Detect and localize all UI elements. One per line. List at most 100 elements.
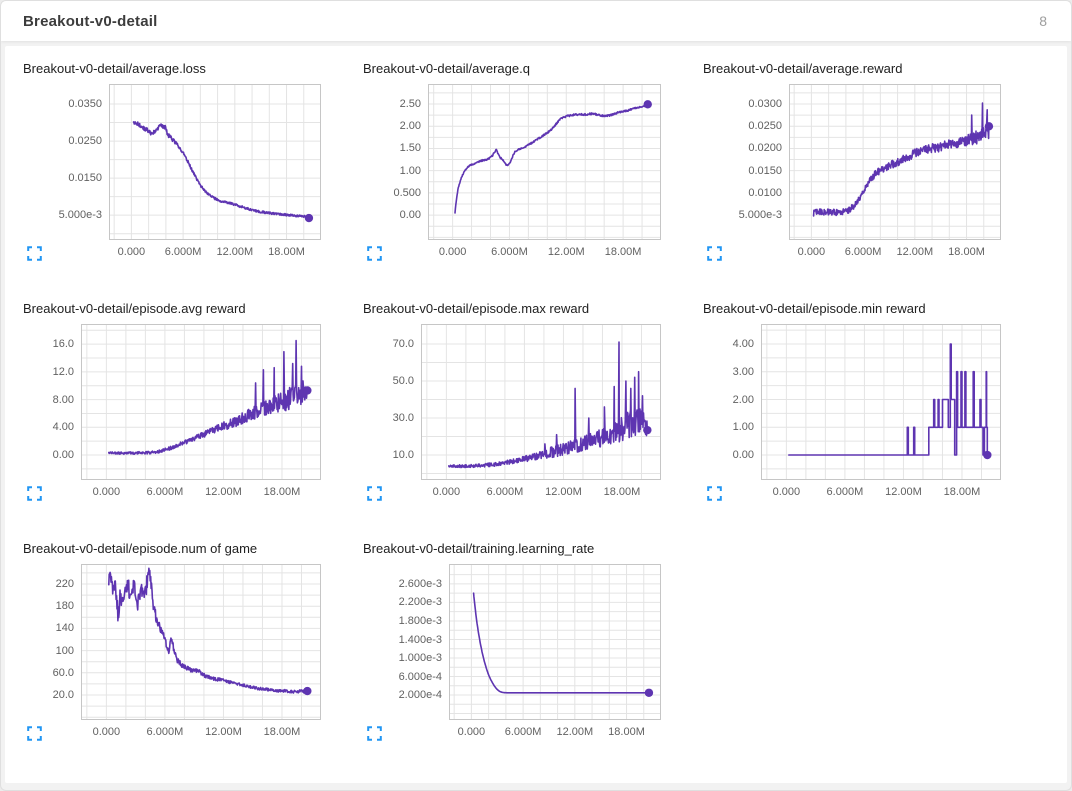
x-tick-label: 0.000 <box>117 246 146 258</box>
x-tick-label: 6.000M <box>146 486 184 498</box>
y-tick-label: 220 <box>55 578 74 590</box>
line-chart-plot[interactable] <box>428 84 661 240</box>
x-tick-label: 12.00M <box>547 246 585 258</box>
y-tick-label: 30.0 <box>392 412 414 424</box>
x-tick-label: 12.00M <box>896 246 934 258</box>
x-tick-label: 0.000 <box>457 726 486 738</box>
expand-icon-cell <box>353 720 449 746</box>
y-tick-label: 0.0150 <box>68 172 102 185</box>
chart-card: Breakout-v0-detail/average.q 2.50 2.00 1.50… <box>353 56 693 266</box>
x-tick-label: 6.000M <box>146 726 184 738</box>
x-tick-label: 18.00M <box>604 246 642 258</box>
charts-grid: Breakout-v0-detail/average.loss 0.0350 0.0… <box>5 46 1067 776</box>
chart-card: Breakout-v0-detail/average.reward 0.0300 0… <box>693 56 1033 266</box>
y-tick-label: 2.50 <box>399 98 421 110</box>
chart-count-badge: 8 <box>1039 13 1047 29</box>
y-tick-label: 6.000e-4 <box>398 670 442 683</box>
fullscreen-icon <box>367 246 382 261</box>
x-tick-label: 18.00M <box>263 486 301 498</box>
x-tick-label: 12.00M <box>205 726 242 738</box>
line-chart-plot[interactable] <box>421 324 661 480</box>
y-tick-label: 70.0 <box>392 338 414 350</box>
x-axis-labels: 0.000 6.000M 12.00M 18.00M <box>421 480 661 506</box>
x-tick-label: 0.000 <box>797 246 826 258</box>
expand-icon-cell <box>353 480 421 506</box>
y-tick-label: 2.00 <box>399 120 421 133</box>
y-tick-label: 0.0100 <box>748 186 782 199</box>
y-tick-label: 0.0350 <box>68 98 102 110</box>
x-tick-label: 18.00M <box>603 486 641 498</box>
chart-card: Breakout-v0-detail/training.learning_rat… <box>353 536 693 746</box>
x-axis-row: 0.000 6.000M 12.00M 18.00M <box>353 240 693 266</box>
y-tick-label: 0.0150 <box>748 164 782 177</box>
x-axis-labels: 0.000 6.000M 12.00M 18.00M <box>81 480 321 506</box>
x-tick-label: 18.00M <box>948 246 985 258</box>
section-header[interactable]: Breakout-v0-detail 8 <box>1 1 1071 41</box>
plot-row: 0.0350 0.0250 0.0150 5.000e-3 <box>13 84 353 240</box>
expand-chart-button[interactable] <box>27 246 42 261</box>
y-tick-label: 0.00 <box>399 209 421 222</box>
line-chart-plot[interactable] <box>761 324 1001 480</box>
y-axis-labels: 16.0 12.0 8.00 4.00 0.00 <box>13 324 81 480</box>
y-tick-label: 2.200e-3 <box>398 596 442 609</box>
plot-row: 16.0 12.0 8.00 4.00 0.00 <box>13 324 353 480</box>
y-tick-label: 2.000e-4 <box>398 689 442 701</box>
expand-chart-button[interactable] <box>367 726 382 741</box>
plot-row: 220 180 140 100 60.0 20.0 <box>13 564 353 720</box>
fullscreen-icon <box>707 486 722 501</box>
line-chart-plot[interactable] <box>81 324 321 480</box>
expand-chart-button[interactable] <box>707 486 722 501</box>
x-tick-label: 6.000M <box>826 486 864 498</box>
chart-card: Breakout-v0-detail/episode.max reward 70.… <box>353 296 693 506</box>
expand-chart-button[interactable] <box>707 246 722 261</box>
expand-chart-button[interactable] <box>27 726 42 741</box>
x-axis-labels: 0.000 6.000M 12.00M 18.00M <box>81 720 321 746</box>
y-tick-label: 1.00 <box>399 164 421 177</box>
plot-row: 0.0300 0.0250 0.0200 0.0150 0.0100 5.000e-3 <box>693 84 1033 240</box>
chart-title: Breakout-v0-detail/episode.avg reward <box>23 301 246 316</box>
x-tick-label: 0.000 <box>92 726 121 738</box>
y-tick-label: 8.00 <box>52 393 74 406</box>
fullscreen-icon <box>27 246 42 261</box>
x-tick-label: 6.000M <box>164 246 202 258</box>
x-axis-labels: 0.000 6.000M 12.00M 18.00M <box>428 240 661 266</box>
fullscreen-icon <box>367 726 382 741</box>
chart-title: Breakout-v0-detail/average.q <box>363 61 530 76</box>
expand-icon-cell <box>13 240 109 266</box>
x-axis-row: 0.000 6.000M 12.00M 18.00M <box>693 240 1033 266</box>
plot-row: 4.00 3.00 2.00 1.00 0.00 <box>693 324 1033 480</box>
line-chart-plot[interactable] <box>789 84 1001 240</box>
expand-chart-button[interactable] <box>367 246 382 261</box>
y-tick-label: 0.0250 <box>68 135 102 148</box>
y-tick-label: 0.00 <box>732 449 754 461</box>
y-tick-label: 10.0 <box>392 449 414 461</box>
x-tick-label: 0.000 <box>432 486 461 498</box>
expand-icon-cell <box>13 480 81 506</box>
line-chart-plot[interactable] <box>81 564 321 720</box>
y-tick-label: 5.000e-3 <box>738 209 782 222</box>
y-tick-label: 12.0 <box>52 365 74 378</box>
expand-chart-button[interactable] <box>367 486 382 501</box>
y-tick-label: 1.800e-3 <box>398 614 442 627</box>
chart-title: Breakout-v0-detail/average.reward <box>703 61 903 76</box>
line-chart-plot[interactable] <box>109 84 321 240</box>
x-axis-row: 0.000 6.000M 12.00M 18.00M <box>353 720 693 746</box>
x-axis-row: 0.000 6.000M 12.00M 18.00M <box>13 240 353 266</box>
x-axis-row: 0.000 6.000M 12.00M 18.00M <box>13 720 353 746</box>
y-axis-labels: 4.00 3.00 2.00 1.00 0.00 <box>693 324 761 480</box>
chart-title: Breakout-v0-detail/episode.num of game <box>23 541 258 556</box>
y-axis-labels: 2.600e-3 2.200e-3 1.800e-3 1.400e-3 1.000e-3… <box>353 564 449 720</box>
x-axis-labels: 0.000 6.000M 12.00M 18.00M <box>789 240 1001 266</box>
chart-title: Breakout-v0-detail/training.learning_rat… <box>363 541 595 556</box>
y-tick-label: 0.0250 <box>748 120 782 133</box>
x-tick-label: 12.00M <box>545 486 582 498</box>
expand-chart-button[interactable] <box>27 486 42 501</box>
line-chart-plot[interactable] <box>449 564 661 720</box>
x-tick-label: 12.00M <box>216 246 254 258</box>
y-axis-labels: 70.0 50.0 30.0 10.0 <box>353 324 421 480</box>
y-tick-label: 3.00 <box>732 365 754 378</box>
x-tick-label: 6.000M <box>844 246 882 258</box>
x-tick-label: 6.000M <box>491 246 528 258</box>
x-tick-label: 12.00M <box>556 726 594 738</box>
plot-row: 2.50 2.00 1.50 1.00 0.500 0.00 <box>353 84 693 240</box>
